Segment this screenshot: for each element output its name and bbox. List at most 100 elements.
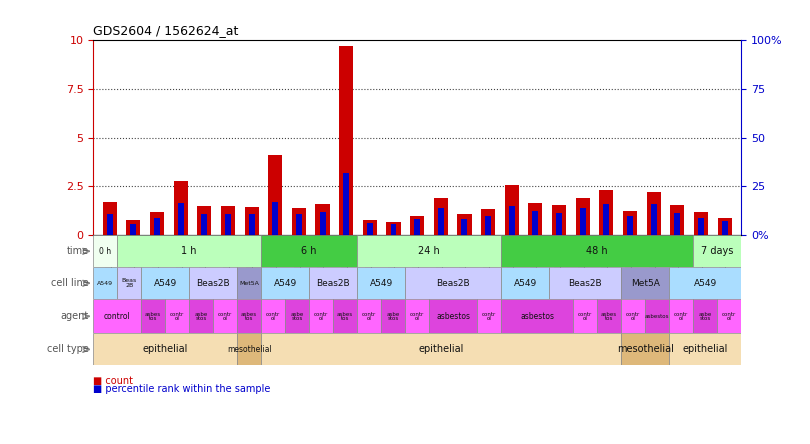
Bar: [675, 213, 680, 235]
Bar: [386, 222, 401, 235]
Bar: [694, 212, 708, 235]
Bar: [621, 267, 669, 299]
Text: contr
ol: contr ol: [314, 312, 328, 321]
Bar: [462, 219, 467, 235]
Bar: [363, 220, 377, 235]
Bar: [390, 224, 396, 235]
Text: asbestos: asbestos: [520, 312, 554, 321]
Bar: [261, 333, 621, 365]
Text: Beas2B: Beas2B: [317, 279, 350, 288]
Bar: [107, 214, 113, 235]
Bar: [549, 267, 621, 299]
Text: epithelial: epithelial: [419, 345, 464, 354]
Text: contr
ol: contr ol: [482, 312, 497, 321]
Bar: [505, 185, 519, 235]
Bar: [261, 235, 357, 267]
Bar: [296, 214, 302, 235]
Bar: [669, 267, 741, 299]
Bar: [93, 299, 141, 333]
Bar: [528, 203, 543, 235]
Bar: [190, 299, 213, 333]
Bar: [309, 299, 333, 333]
Bar: [501, 235, 693, 267]
Bar: [405, 299, 429, 333]
Bar: [126, 220, 140, 235]
Text: 7 days: 7 days: [701, 246, 733, 256]
Bar: [292, 208, 306, 235]
Text: A549: A549: [154, 279, 177, 288]
Text: 6 h: 6 h: [301, 246, 317, 256]
Text: epithelial: epithelial: [683, 345, 728, 354]
Bar: [501, 299, 573, 333]
Bar: [93, 267, 117, 299]
Text: Beas2B: Beas2B: [569, 279, 602, 288]
Bar: [429, 299, 477, 333]
Text: asbestos: asbestos: [436, 312, 470, 321]
Text: mesothelial: mesothelial: [616, 345, 674, 354]
Text: asbes
tos: asbes tos: [145, 312, 161, 321]
Text: contr
ol: contr ol: [170, 312, 185, 321]
Bar: [141, 299, 165, 333]
Text: asbe
stos: asbe stos: [386, 312, 400, 321]
Bar: [141, 267, 190, 299]
Text: GDS2604 / 1562624_at: GDS2604 / 1562624_at: [93, 24, 238, 37]
Bar: [130, 224, 136, 235]
Text: 1 h: 1 h: [181, 246, 197, 256]
Bar: [103, 202, 117, 235]
Text: contr
ol: contr ol: [722, 312, 736, 321]
Bar: [261, 299, 285, 333]
Bar: [249, 214, 254, 235]
Bar: [357, 299, 382, 333]
Text: A549: A549: [369, 279, 393, 288]
Bar: [481, 209, 495, 235]
Bar: [261, 267, 309, 299]
Text: 0 h: 0 h: [99, 247, 111, 256]
Bar: [501, 267, 549, 299]
Bar: [343, 173, 349, 235]
Text: time: time: [67, 246, 89, 256]
Text: Met5A: Met5A: [239, 281, 259, 286]
Text: asbe
stos: asbe stos: [291, 312, 304, 321]
Text: 24 h: 24 h: [418, 246, 440, 256]
Text: contr
ol: contr ol: [578, 312, 592, 321]
Bar: [165, 299, 190, 333]
Bar: [603, 204, 609, 235]
Bar: [623, 211, 637, 235]
Bar: [197, 206, 211, 235]
Bar: [320, 212, 326, 235]
Bar: [333, 299, 357, 333]
Bar: [213, 299, 237, 333]
Bar: [669, 299, 693, 333]
Bar: [693, 235, 741, 267]
Bar: [202, 214, 207, 235]
Bar: [339, 46, 353, 235]
Text: asbes
tos: asbes tos: [337, 312, 353, 321]
Bar: [458, 214, 471, 235]
Bar: [718, 218, 731, 235]
Text: epithelial: epithelial: [143, 345, 188, 354]
Bar: [509, 206, 514, 235]
Text: asbe
stos: asbe stos: [698, 312, 712, 321]
Text: Beas
2B: Beas 2B: [122, 278, 137, 288]
Bar: [237, 299, 261, 333]
Bar: [357, 267, 405, 299]
Text: cell line: cell line: [51, 278, 89, 288]
Text: contr
ol: contr ol: [362, 312, 377, 321]
Bar: [405, 267, 501, 299]
Text: A549: A549: [274, 279, 296, 288]
Bar: [580, 208, 586, 235]
Text: asbestos: asbestos: [645, 314, 669, 319]
Bar: [367, 222, 373, 235]
Bar: [698, 218, 704, 235]
Text: mesothelial: mesothelial: [227, 345, 271, 354]
Bar: [573, 299, 597, 333]
Bar: [245, 207, 258, 235]
Text: Beas2B: Beas2B: [196, 279, 230, 288]
Bar: [576, 198, 590, 235]
Bar: [438, 208, 444, 235]
Bar: [93, 235, 117, 267]
Bar: [285, 299, 309, 333]
Bar: [173, 181, 188, 235]
Bar: [433, 198, 448, 235]
Bar: [93, 333, 237, 365]
